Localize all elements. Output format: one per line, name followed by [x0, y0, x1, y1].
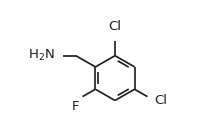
- Text: Cl: Cl: [154, 94, 167, 107]
- Text: Cl: Cl: [109, 20, 121, 33]
- Text: F: F: [72, 100, 80, 113]
- Text: H$_2$N: H$_2$N: [28, 48, 55, 63]
